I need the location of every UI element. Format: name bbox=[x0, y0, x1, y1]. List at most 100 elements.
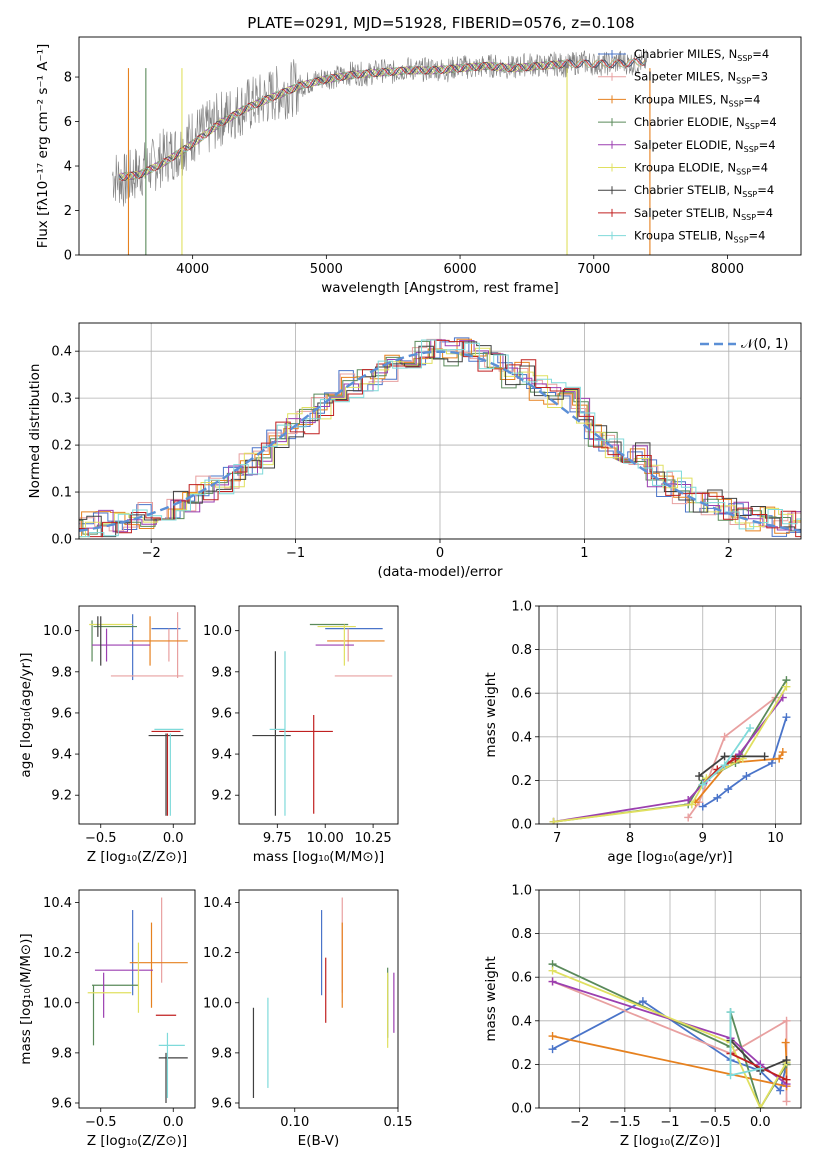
weight-marker bbox=[756, 1064, 765, 1073]
y-tick-label: 6 bbox=[64, 115, 72, 130]
legend-entry: Kroupa STELIB, NSSP=4 bbox=[634, 229, 765, 245]
weight-marker bbox=[720, 752, 729, 761]
y-tick-label: 10.4 bbox=[43, 896, 72, 911]
panel-residuals: 𝒩(0, 1) −2 −1 0 1 2 0.0 0.1 0.2 0.3 0.4 (data-model… bbox=[27, 322, 802, 580]
y-tick-label: 9.6 bbox=[211, 706, 232, 721]
histogram-series bbox=[79, 340, 801, 535]
y-tick-label: 9.8 bbox=[51, 665, 72, 680]
y-tick-label: 0.6 bbox=[511, 971, 532, 986]
weight-marker bbox=[756, 1104, 765, 1108]
y-tick-label: 0 bbox=[64, 249, 72, 264]
weight-marker bbox=[687, 800, 696, 809]
weight-marker bbox=[684, 813, 693, 822]
x-axis-label: mass [log₁₀(M/M⊙)] bbox=[253, 849, 384, 865]
weight-marker bbox=[746, 724, 755, 733]
plot-area bbox=[112, 49, 651, 255]
x-tick-label: −1 bbox=[286, 546, 305, 561]
weight-marker bbox=[698, 780, 707, 789]
x-tick-label: 0 bbox=[436, 546, 444, 561]
legend-entry: Chabrier MILES, NSSP=4 bbox=[634, 47, 769, 63]
weight-line bbox=[552, 1000, 788, 1093]
weight-marker bbox=[782, 713, 791, 722]
y-axis-label: Normed distribution bbox=[27, 364, 43, 499]
x-tick-label: 0.0 bbox=[750, 1115, 771, 1130]
weight-line bbox=[553, 697, 784, 823]
y-tick-label: 1.0 bbox=[511, 884, 532, 899]
y-axis-label: mass [log₁₀(M/M⊙)] bbox=[18, 933, 34, 1064]
x-tick-label: 10.00 bbox=[307, 831, 344, 846]
legend-entry: Salpeter STELIB, NSSP=4 bbox=[634, 206, 773, 222]
legend-entry: Chabrier STELIB, NSSP=4 bbox=[634, 183, 774, 199]
weight-marker bbox=[731, 754, 740, 763]
weight-marker bbox=[724, 785, 733, 794]
x-axis-label: (data-model)/error bbox=[377, 564, 503, 580]
weight-line bbox=[552, 969, 788, 1108]
axes-frame bbox=[238, 605, 399, 825]
x-tick-label: 1 bbox=[580, 546, 588, 561]
x-tick-label: 9 bbox=[699, 831, 707, 846]
weight-marker bbox=[720, 732, 729, 741]
axes-frame bbox=[78, 36, 802, 256]
x-tick-label: 7000 bbox=[577, 262, 610, 277]
y-axis-label: Flux [fλ10⁻¹⁷ erg cm⁻² s⁻¹ A⁻¹] bbox=[35, 44, 51, 249]
y-tick-label: 10.2 bbox=[43, 946, 72, 961]
weight-line bbox=[730, 1052, 787, 1081]
y-tick-label: 9.4 bbox=[211, 748, 232, 763]
weight-line bbox=[552, 980, 788, 1102]
weight-line bbox=[553, 686, 788, 823]
x-tick-label: 10.25 bbox=[354, 831, 391, 846]
figure-title: PLATE=0291, MJD=51928, FIBERID=0576, z=0… bbox=[247, 14, 634, 32]
plot-area bbox=[539, 606, 801, 824]
y-tick-label: 9.2 bbox=[51, 789, 72, 804]
weight-marker bbox=[713, 793, 722, 802]
y-tick-label: 10.0 bbox=[43, 624, 72, 639]
weight-marker bbox=[684, 796, 693, 805]
histogram-series bbox=[79, 339, 801, 538]
y-tick-label: 0.6 bbox=[511, 687, 532, 702]
x-tick-label: 0.0 bbox=[163, 1115, 184, 1130]
weight-line bbox=[687, 696, 777, 819]
y-tick-label: 0.0 bbox=[511, 818, 532, 833]
y-tick-label: 0.3 bbox=[51, 392, 72, 407]
panel-mass_vs_Z: −0.5 0.0 9.6 9.8 10.0 10.2 10.4 Z [log₁₀(Z/Z⊙)]… bbox=[18, 889, 196, 1149]
x-tick-label: 0.15 bbox=[384, 1115, 413, 1130]
y-tick-label: 0.4 bbox=[511, 1014, 532, 1029]
weight-marker bbox=[548, 977, 557, 986]
plot-area bbox=[87, 897, 188, 1103]
legend-entry: Chabrier ELODIE, NSSP=4 bbox=[634, 115, 777, 131]
weight-marker bbox=[760, 752, 769, 761]
histogram-series bbox=[79, 341, 801, 538]
panel-mass_vs_ebv: 0.10 0.15 9.6 9.8 10.0 10.2 10.4 E(B-V) bbox=[203, 889, 413, 1149]
y-tick-label: 0.0 bbox=[51, 533, 72, 548]
axes-frame bbox=[538, 605, 802, 825]
y-tick-label: 10.0 bbox=[43, 996, 72, 1011]
weight-line bbox=[552, 980, 788, 1085]
weight-marker bbox=[549, 817, 558, 824]
weight-line bbox=[694, 751, 784, 803]
weight-line bbox=[702, 716, 788, 808]
y-tick-label: 9.6 bbox=[51, 1096, 72, 1111]
weight-marker bbox=[782, 1097, 791, 1106]
legend-entry: 𝒩(0, 1) bbox=[741, 337, 788, 352]
y-tick-label: 0.4 bbox=[511, 730, 532, 745]
weight-marker bbox=[548, 1032, 557, 1041]
weight-line bbox=[553, 679, 788, 823]
legend: Chabrier MILES, NSSP=4 Salpeter MILES, NS… bbox=[598, 47, 777, 245]
x-tick-label: 9.75 bbox=[263, 831, 292, 846]
weight-marker bbox=[695, 772, 704, 781]
y-tick-label: 10.0 bbox=[203, 996, 232, 1011]
x-tick-label: −2 bbox=[570, 1115, 589, 1130]
weight-marker bbox=[782, 682, 791, 691]
axes-frame bbox=[238, 889, 399, 1109]
y-tick-label: 0.8 bbox=[511, 927, 532, 942]
x-tick-label: −2 bbox=[142, 546, 161, 561]
spectrum-model-line bbox=[118, 60, 565, 181]
x-tick-label: 6000 bbox=[444, 262, 477, 277]
panel-mass_weight_vs_Z: −2 −1.5 −1 −0.5 0.0 0.0 0.2 0.4 0.6 0.8 1.0 Z [log₁… bbox=[483, 884, 802, 1149]
y-tick-label: 0.1 bbox=[51, 486, 72, 501]
legend-entry: Salpeter ELODIE, NSSP=4 bbox=[634, 138, 776, 154]
weight-marker bbox=[638, 997, 647, 1006]
weight-marker bbox=[726, 1008, 735, 1017]
weight-marker bbox=[782, 1016, 791, 1025]
x-tick-label: 0.10 bbox=[280, 1115, 309, 1130]
